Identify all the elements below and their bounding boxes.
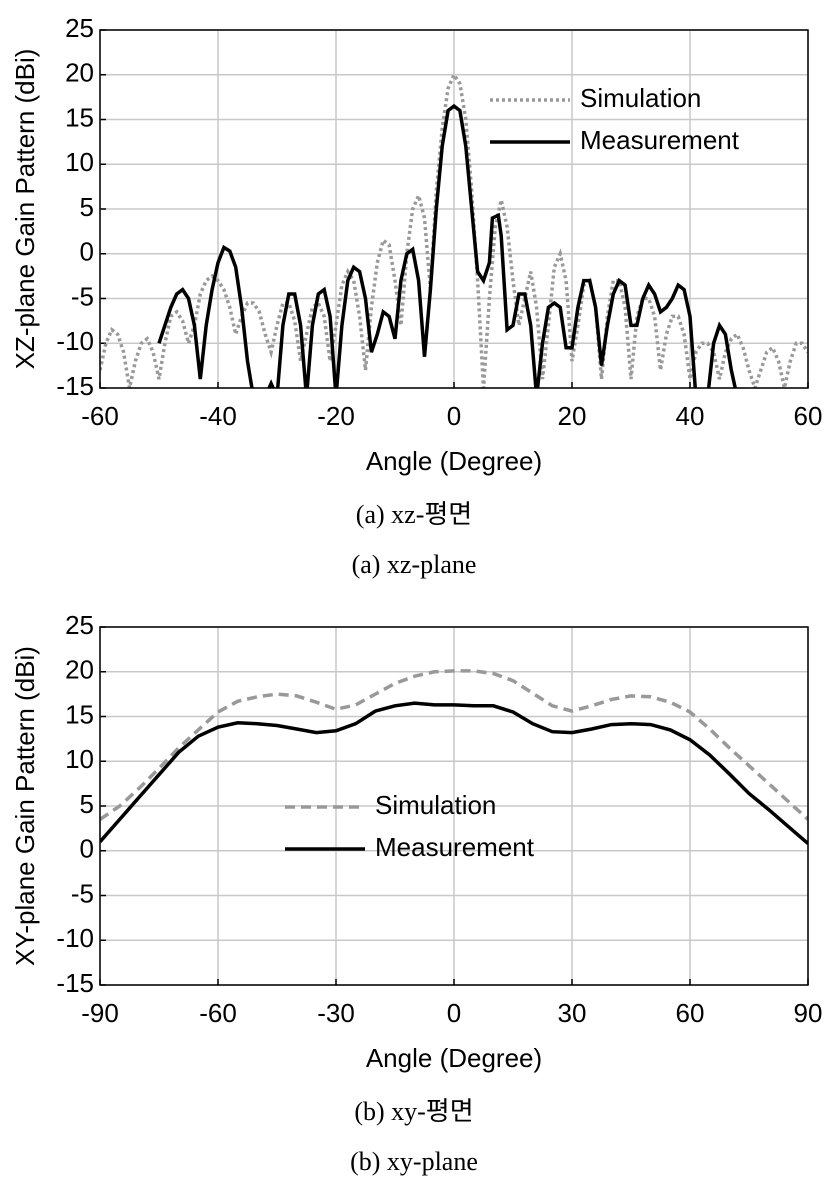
- x-tick-label: -40: [199, 401, 237, 431]
- y-tick-label: 5: [80, 192, 94, 222]
- legend-label: Simulation: [580, 83, 701, 113]
- x-tick-label: -20: [317, 401, 355, 431]
- x-tick-label: 60: [676, 998, 705, 1028]
- x-axis-label: Angle (Degree): [366, 446, 542, 476]
- caption: (b) xy-평면: [354, 1097, 473, 1126]
- chart: -15 -10 -5 0 5 10 15 20 25 -90 -60 -30 0 30 60 90 Simula…: [10, 610, 823, 1176]
- series-line: [100, 669, 808, 821]
- x-tick-label: 60: [794, 401, 823, 431]
- y-tick-label: 15: [65, 102, 94, 132]
- legend-label: Measurement: [580, 125, 740, 155]
- series-line: [157, 103, 738, 388]
- y-tick-label: 10: [65, 744, 94, 774]
- x-tick-label: -90: [81, 998, 119, 1028]
- legend-label: Simulation: [375, 790, 496, 820]
- series-line: [100, 71, 808, 388]
- plot-frame: [99, 626, 809, 986]
- y-tick-label: -10: [56, 923, 94, 953]
- y-axis-label: XY-plane Gain Pattern (dBi): [10, 646, 40, 966]
- y-axis-label: XZ-plane Gain Pattern (dBi): [10, 49, 40, 370]
- y-tick-label: -5: [71, 281, 94, 311]
- y-tick-label: 5: [80, 789, 94, 819]
- x-tick-label: 90: [794, 998, 823, 1028]
- y-tick-label: 10: [65, 147, 94, 177]
- y-tick-label: -15: [56, 371, 94, 401]
- x-tick-label: 20: [558, 401, 587, 431]
- y-tick-label: 20: [65, 655, 94, 685]
- x-tick-label: 40: [676, 401, 705, 431]
- x-tick-label: 30: [558, 998, 587, 1028]
- legend-label: Measurement: [375, 832, 535, 862]
- y-tick-label: 25: [65, 610, 94, 640]
- x-tick-label: -30: [317, 998, 355, 1028]
- x-tick-label: -60: [199, 998, 237, 1028]
- plot-frame: [99, 29, 809, 389]
- series-line: [100, 701, 808, 845]
- x-tick-label: 0: [447, 998, 461, 1028]
- x-tick-label: -60: [81, 401, 119, 431]
- y-tick-label: 15: [65, 699, 94, 729]
- y-tick-label: 0: [80, 237, 94, 267]
- y-tick-label: -5: [71, 878, 94, 908]
- caption: (a) xz-plane: [352, 550, 477, 579]
- y-tick-label: -15: [56, 968, 94, 998]
- y-tick-label: -10: [56, 326, 94, 356]
- y-tick-label: 25: [65, 13, 94, 43]
- x-tick-label: 0: [447, 401, 461, 431]
- chart: -15 -10 -5 0 5 10 15 20 25 -60 -40 -20 0 20 40 60 Simula…: [10, 13, 823, 579]
- y-tick-label: 20: [65, 58, 94, 88]
- caption: (b) xy-plane: [350, 1147, 478, 1176]
- caption: (a) xz-평면: [356, 500, 472, 529]
- x-axis-label: Angle (Degree): [366, 1043, 542, 1073]
- y-tick-label: 0: [80, 834, 94, 864]
